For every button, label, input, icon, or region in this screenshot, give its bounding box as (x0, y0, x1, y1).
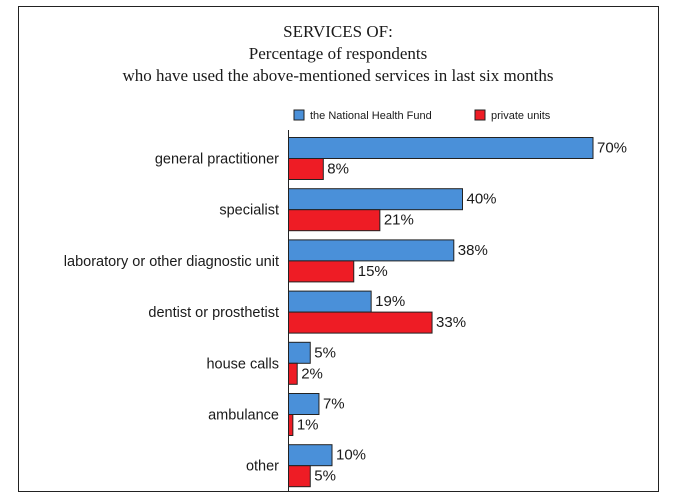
legend-label-private: private units (491, 110, 551, 122)
legend-label-nhf: the National Health Fund (310, 110, 432, 122)
bar-nhf (288, 444, 333, 467)
bar-nhf (288, 290, 372, 313)
category-label: other (246, 459, 279, 475)
bar-private (288, 362, 298, 385)
chart-title: SERVICES OF: (283, 22, 393, 41)
bar-private (288, 465, 311, 488)
category-label: dentist or prosthetist (148, 305, 279, 321)
bar-private (288, 158, 324, 180)
bar-private (288, 260, 355, 283)
category-label: laboratory or other diagnostic unit (64, 254, 279, 270)
value-label-nhf: 70% (597, 140, 627, 157)
chart-subtitle-line-2: who have used the above-mentioned servic… (122, 66, 553, 85)
bar-nhf (288, 188, 463, 211)
value-label-nhf: 7% (323, 396, 345, 413)
value-label-nhf: 5% (314, 344, 336, 361)
chart-subtitle-line-1: Percentage of respondents (249, 44, 427, 63)
category-label: ambulance (208, 408, 279, 424)
category-label: general practitioner (155, 152, 279, 168)
bar-nhf (288, 393, 320, 415)
value-label-private: 8% (327, 161, 349, 178)
bar-private (288, 209, 381, 232)
value-label-private: 2% (301, 365, 323, 382)
bar-nhf (288, 239, 455, 262)
value-label-private: 15% (358, 263, 388, 280)
category-label: specialist (219, 203, 279, 219)
value-label-private: 21% (384, 212, 414, 229)
category-label: house calls (206, 356, 279, 372)
legend-swatch-nhf (293, 109, 305, 121)
value-label-private: 1% (297, 417, 319, 434)
bar-nhf (288, 137, 594, 159)
value-label-nhf: 10% (336, 447, 366, 464)
bar-private (288, 311, 433, 334)
value-label-nhf: 19% (375, 293, 405, 310)
bars-group: general practitioner 70% 8% specialist 40% 21… (64, 137, 627, 488)
value-label-nhf: 38% (458, 242, 488, 259)
bar-private (288, 414, 294, 436)
legend: the National Health Fund private units (293, 109, 551, 122)
bar-nhf (288, 341, 311, 364)
legend-swatch-private (474, 109, 486, 121)
value-label-private: 5% (314, 468, 336, 485)
value-label-private: 33% (436, 314, 466, 331)
value-label-nhf: 40% (467, 191, 497, 208)
